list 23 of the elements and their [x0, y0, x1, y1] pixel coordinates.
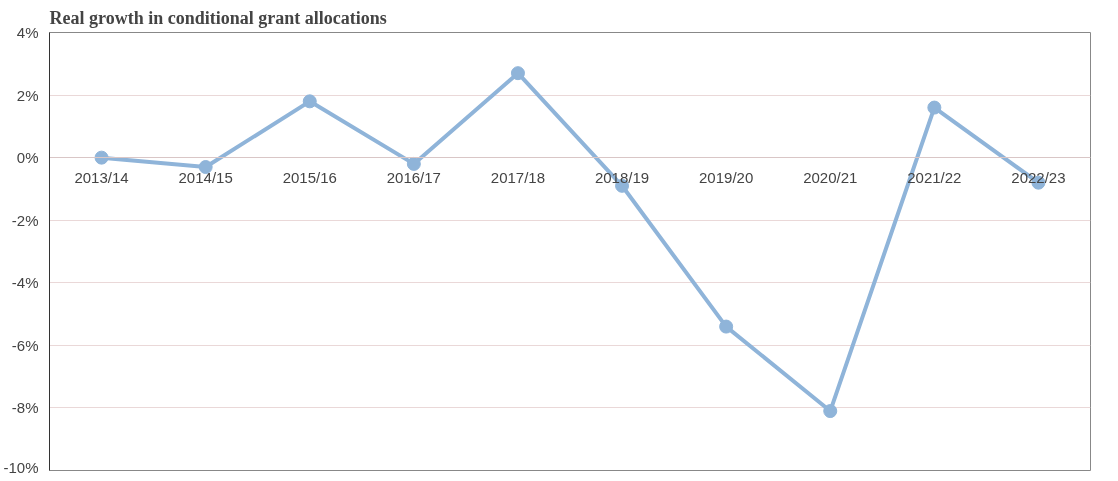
y-tick-label: 0% [16, 149, 39, 167]
point [406, 156, 421, 171]
point [94, 150, 109, 165]
y-tick-label: -4% [11, 274, 39, 292]
y-tick-label: 2% [16, 86, 39, 104]
x-tick-label: 2013/14 [74, 168, 129, 186]
y-tick-label: -10% [3, 458, 39, 476]
point [302, 94, 317, 109]
x-tick-label: 2015/16 [282, 168, 337, 186]
x-tick-label: 2016/17 [386, 168, 441, 186]
y-tick-label: -8% [11, 399, 39, 417]
point [510, 66, 525, 81]
y-tick-label: -2% [11, 211, 39, 229]
y-tick-label: 4% [16, 24, 39, 41]
point [719, 319, 734, 334]
x-tick-label: 2019/20 [699, 168, 754, 186]
point [823, 404, 838, 419]
x-tick-label: 2017/18 [490, 168, 546, 186]
x-tick-label: 2020/21 [803, 168, 858, 186]
point [927, 100, 942, 115]
x-tick-label: 2014/15 [178, 168, 233, 186]
y-tick-label: -6% [11, 336, 39, 354]
chart-title: Real growth in conditional grant allocations [49, 7, 387, 28]
